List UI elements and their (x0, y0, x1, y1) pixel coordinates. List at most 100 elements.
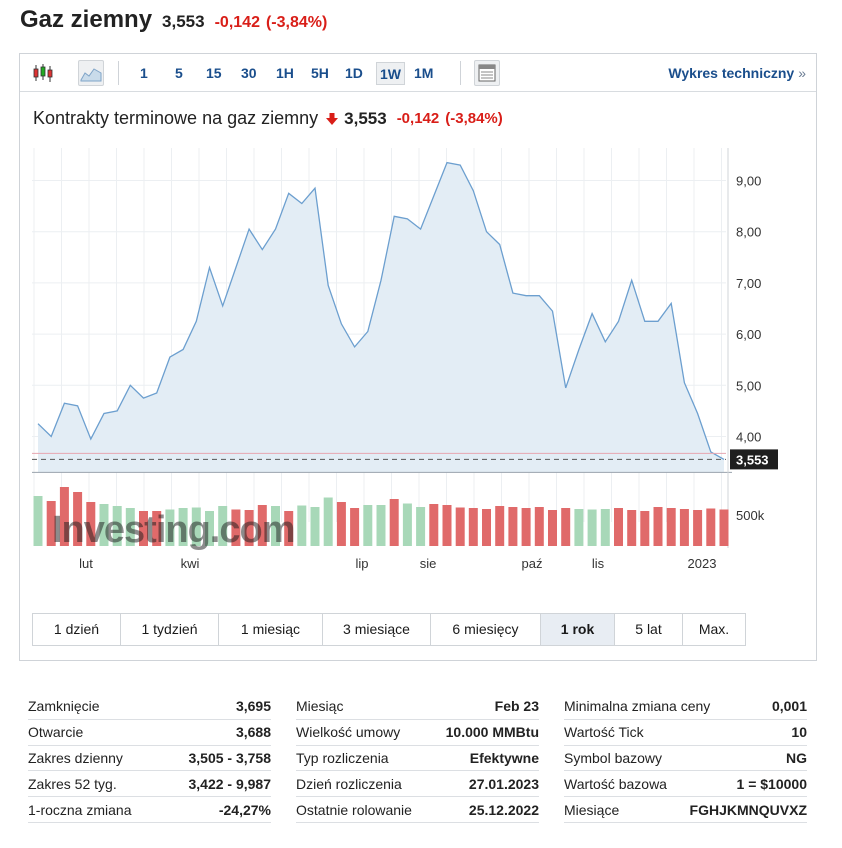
range-tab[interactable]: 3 miesiące (323, 614, 431, 645)
stats-column-1: Zamknięcie 3,695 Otwarcie 3,688 Zakres dzien… (28, 694, 271, 823)
volume-bar (640, 511, 650, 546)
x-tick-label: 2023 (688, 556, 717, 571)
stat-value: 3,695 (235, 698, 271, 715)
volume-bar (521, 508, 531, 546)
stat-row: 1-roczna zmiana -24,27% (28, 797, 271, 823)
stat-label: Zamknięcie (28, 698, 100, 715)
price-area (38, 162, 724, 473)
volume-bar (152, 511, 162, 546)
instrument-header: Gaz ziemny 3,553 -0,142 (-3,84%) (20, 6, 327, 34)
volume-tick-label: 500k (736, 508, 765, 523)
y-tick-label: 7,00 (736, 276, 761, 291)
stat-label: Otwarcie (28, 724, 84, 741)
volume-bar (495, 506, 505, 546)
y-tick-label: 5,00 (736, 378, 761, 393)
table-view-icon[interactable] (474, 60, 500, 86)
header-change: -0,142 (214, 14, 260, 31)
interval-5h[interactable]: 5H (311, 65, 329, 81)
volume-bar (297, 505, 307, 546)
volume-bar (548, 510, 557, 546)
stat-value: NG (786, 749, 807, 766)
chart-toolbar: 1 5 15 30 1H 5H 1D 1W 1M Wykres technicz… (20, 54, 816, 92)
range-tab[interactable]: 1 dzień (33, 614, 121, 645)
volume-bar (125, 508, 135, 546)
range-tab[interactable]: 1 miesiąc (219, 614, 323, 645)
volume-bar (218, 506, 228, 546)
interval-15[interactable]: 15 (206, 65, 222, 81)
stat-row: Minimalna zmiana ceny 0,001 (564, 694, 807, 720)
volume-bar (402, 503, 412, 546)
stat-row: Miesiąc Feb 23 (296, 694, 539, 720)
volume-bar (73, 492, 83, 546)
volume-bar (468, 508, 478, 546)
volume-bar (99, 504, 109, 546)
interval-30[interactable]: 30 (241, 65, 257, 81)
current-price-label: 3,553 (736, 452, 769, 467)
chart-change-pct: (-3,84%) (445, 110, 503, 127)
volume-bar (376, 505, 386, 546)
stat-row: Wartość Tick 10 (564, 720, 807, 746)
stat-label: Zakres 52 tyg. (28, 775, 117, 792)
stat-row: Zakres dzienny 3,505 - 3,758 (28, 746, 271, 772)
stat-label: Miesiące (564, 801, 620, 818)
stat-row: Zakres 52 tyg. 3,422 - 9,987 (28, 771, 271, 798)
x-tick-label: sie (420, 556, 437, 571)
header-price: 3,553 (162, 12, 205, 31)
stat-label: Dzień rozliczenia (296, 775, 402, 792)
x-tick-label: lip (355, 556, 368, 571)
stat-label: Wielkość umowy (296, 724, 401, 741)
range-tab[interactable]: 5 lat (615, 614, 683, 645)
volume-bar (600, 509, 610, 546)
volume-bar (587, 509, 597, 546)
stat-value: -24,27% (218, 801, 271, 818)
volume-bar (350, 508, 360, 546)
interval-5[interactable]: 5 (175, 65, 183, 81)
volume-bar (244, 510, 254, 546)
range-tab[interactable]: 1 tydzień (121, 614, 219, 645)
stat-value: 3,688 (235, 724, 271, 741)
stat-value: 10 (791, 724, 807, 741)
volume-bar (310, 507, 320, 546)
stat-row: Wartość bazowa 1 = $10000 (564, 771, 807, 798)
stat-label: Typ rozliczenia (296, 749, 389, 766)
toolbar-divider (460, 61, 461, 85)
candlestick-chart-icon[interactable] (30, 60, 56, 86)
volume-bar (653, 507, 663, 546)
volume-bar (323, 497, 333, 546)
volume-bar (442, 505, 452, 546)
stat-value: 1 = $10000 (736, 775, 807, 792)
interval-1w[interactable]: 1W (376, 62, 405, 85)
stats-column-3: Minimalna zmiana ceny 0,001 Wartość Tick 10… (564, 694, 807, 823)
interval-1h[interactable]: 1H (276, 65, 294, 81)
volume-bar (165, 509, 175, 546)
volume-bar (574, 509, 584, 546)
stat-label: Ostatnie rolowanie (296, 801, 412, 818)
page-title: Gaz ziemny (20, 6, 153, 33)
area-chart-icon[interactable] (78, 60, 104, 86)
technical-chart-label: Wykres techniczny (668, 65, 795, 81)
chart-panel: 1 5 15 30 1H 5H 1D 1W 1M Wykres technicz… (19, 53, 817, 661)
volume-bar (429, 504, 439, 546)
stat-value: 3,505 - 3,758 (188, 749, 271, 766)
interval-1[interactable]: 1 (140, 65, 148, 81)
price-chart[interactable]: 4,00 5,00 6,00 7,00 8,00 9,00 3,553 500k Investi… (20, 144, 816, 576)
current-price-badge (730, 449, 778, 470)
stat-label: Miesiąc (296, 698, 344, 715)
range-tab[interactable]: 6 miesięcy (431, 614, 541, 645)
stat-value: FGHJKMNQUVXZ (689, 801, 807, 818)
volume-bar (363, 505, 373, 546)
volume-bar (336, 502, 346, 546)
volume-bar (139, 511, 148, 546)
volume-bar (534, 507, 544, 546)
interval-1m[interactable]: 1M (414, 65, 434, 81)
technical-chart-link[interactable]: Wykres techniczny» (668, 65, 806, 81)
volume-bar (508, 507, 518, 546)
y-tick-label: 9,00 (736, 174, 761, 189)
volume-bar (191, 507, 201, 546)
interval-1d[interactable]: 1D (345, 65, 363, 81)
stat-label: Wartość Tick (564, 724, 644, 741)
range-tab[interactable]: Max. (683, 614, 745, 645)
volume-bar (112, 506, 122, 546)
volume-bar (719, 509, 729, 546)
range-tab[interactable]: 1 rok (541, 614, 615, 645)
